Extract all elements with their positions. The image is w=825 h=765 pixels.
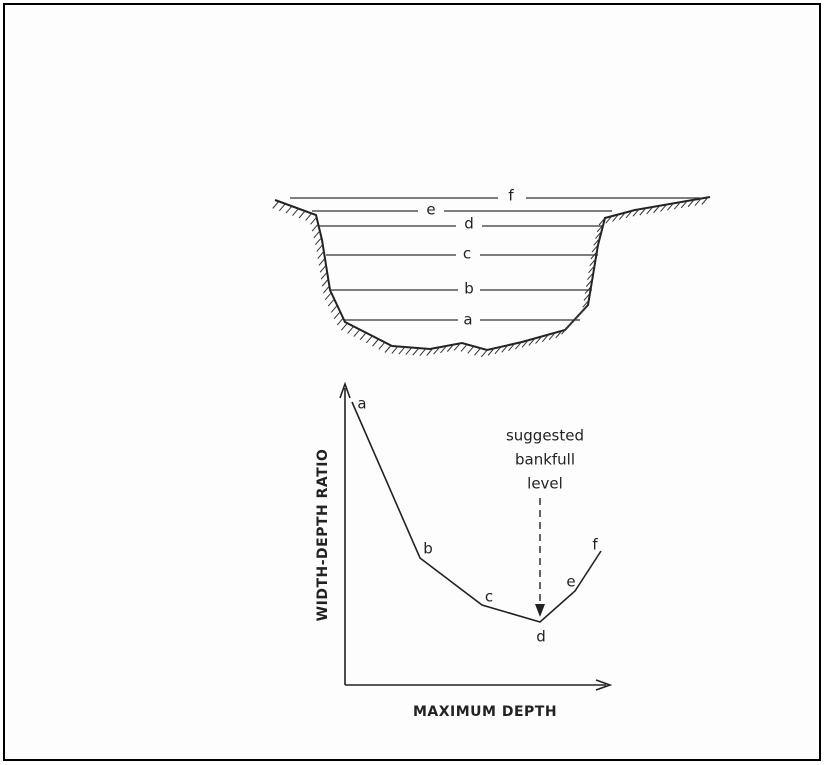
figure: a b c d e f a b c d e f suggested bankfu…	[0, 0, 825, 765]
x-axis-label: MAXIMUM DEPTH	[413, 704, 557, 720]
point-label: f	[592, 536, 598, 554]
point-label: b	[423, 540, 433, 558]
level-label: a	[463, 311, 472, 329]
level-label: f	[508, 187, 514, 205]
annotation: level	[527, 475, 563, 493]
point-label: c	[485, 588, 493, 606]
point-label: d	[536, 628, 546, 646]
level-label: b	[464, 280, 474, 298]
annotation: bankfull	[515, 451, 575, 469]
annotation: suggested	[506, 427, 584, 445]
point-label: a	[357, 395, 366, 413]
frame	[4, 4, 820, 760]
y-axis-label: WIDTH-DEPTH RATIO	[315, 449, 331, 622]
level-label: e	[426, 201, 435, 219]
point-label: e	[566, 573, 575, 591]
level-label: d	[464, 215, 474, 233]
level-label: c	[463, 245, 471, 263]
